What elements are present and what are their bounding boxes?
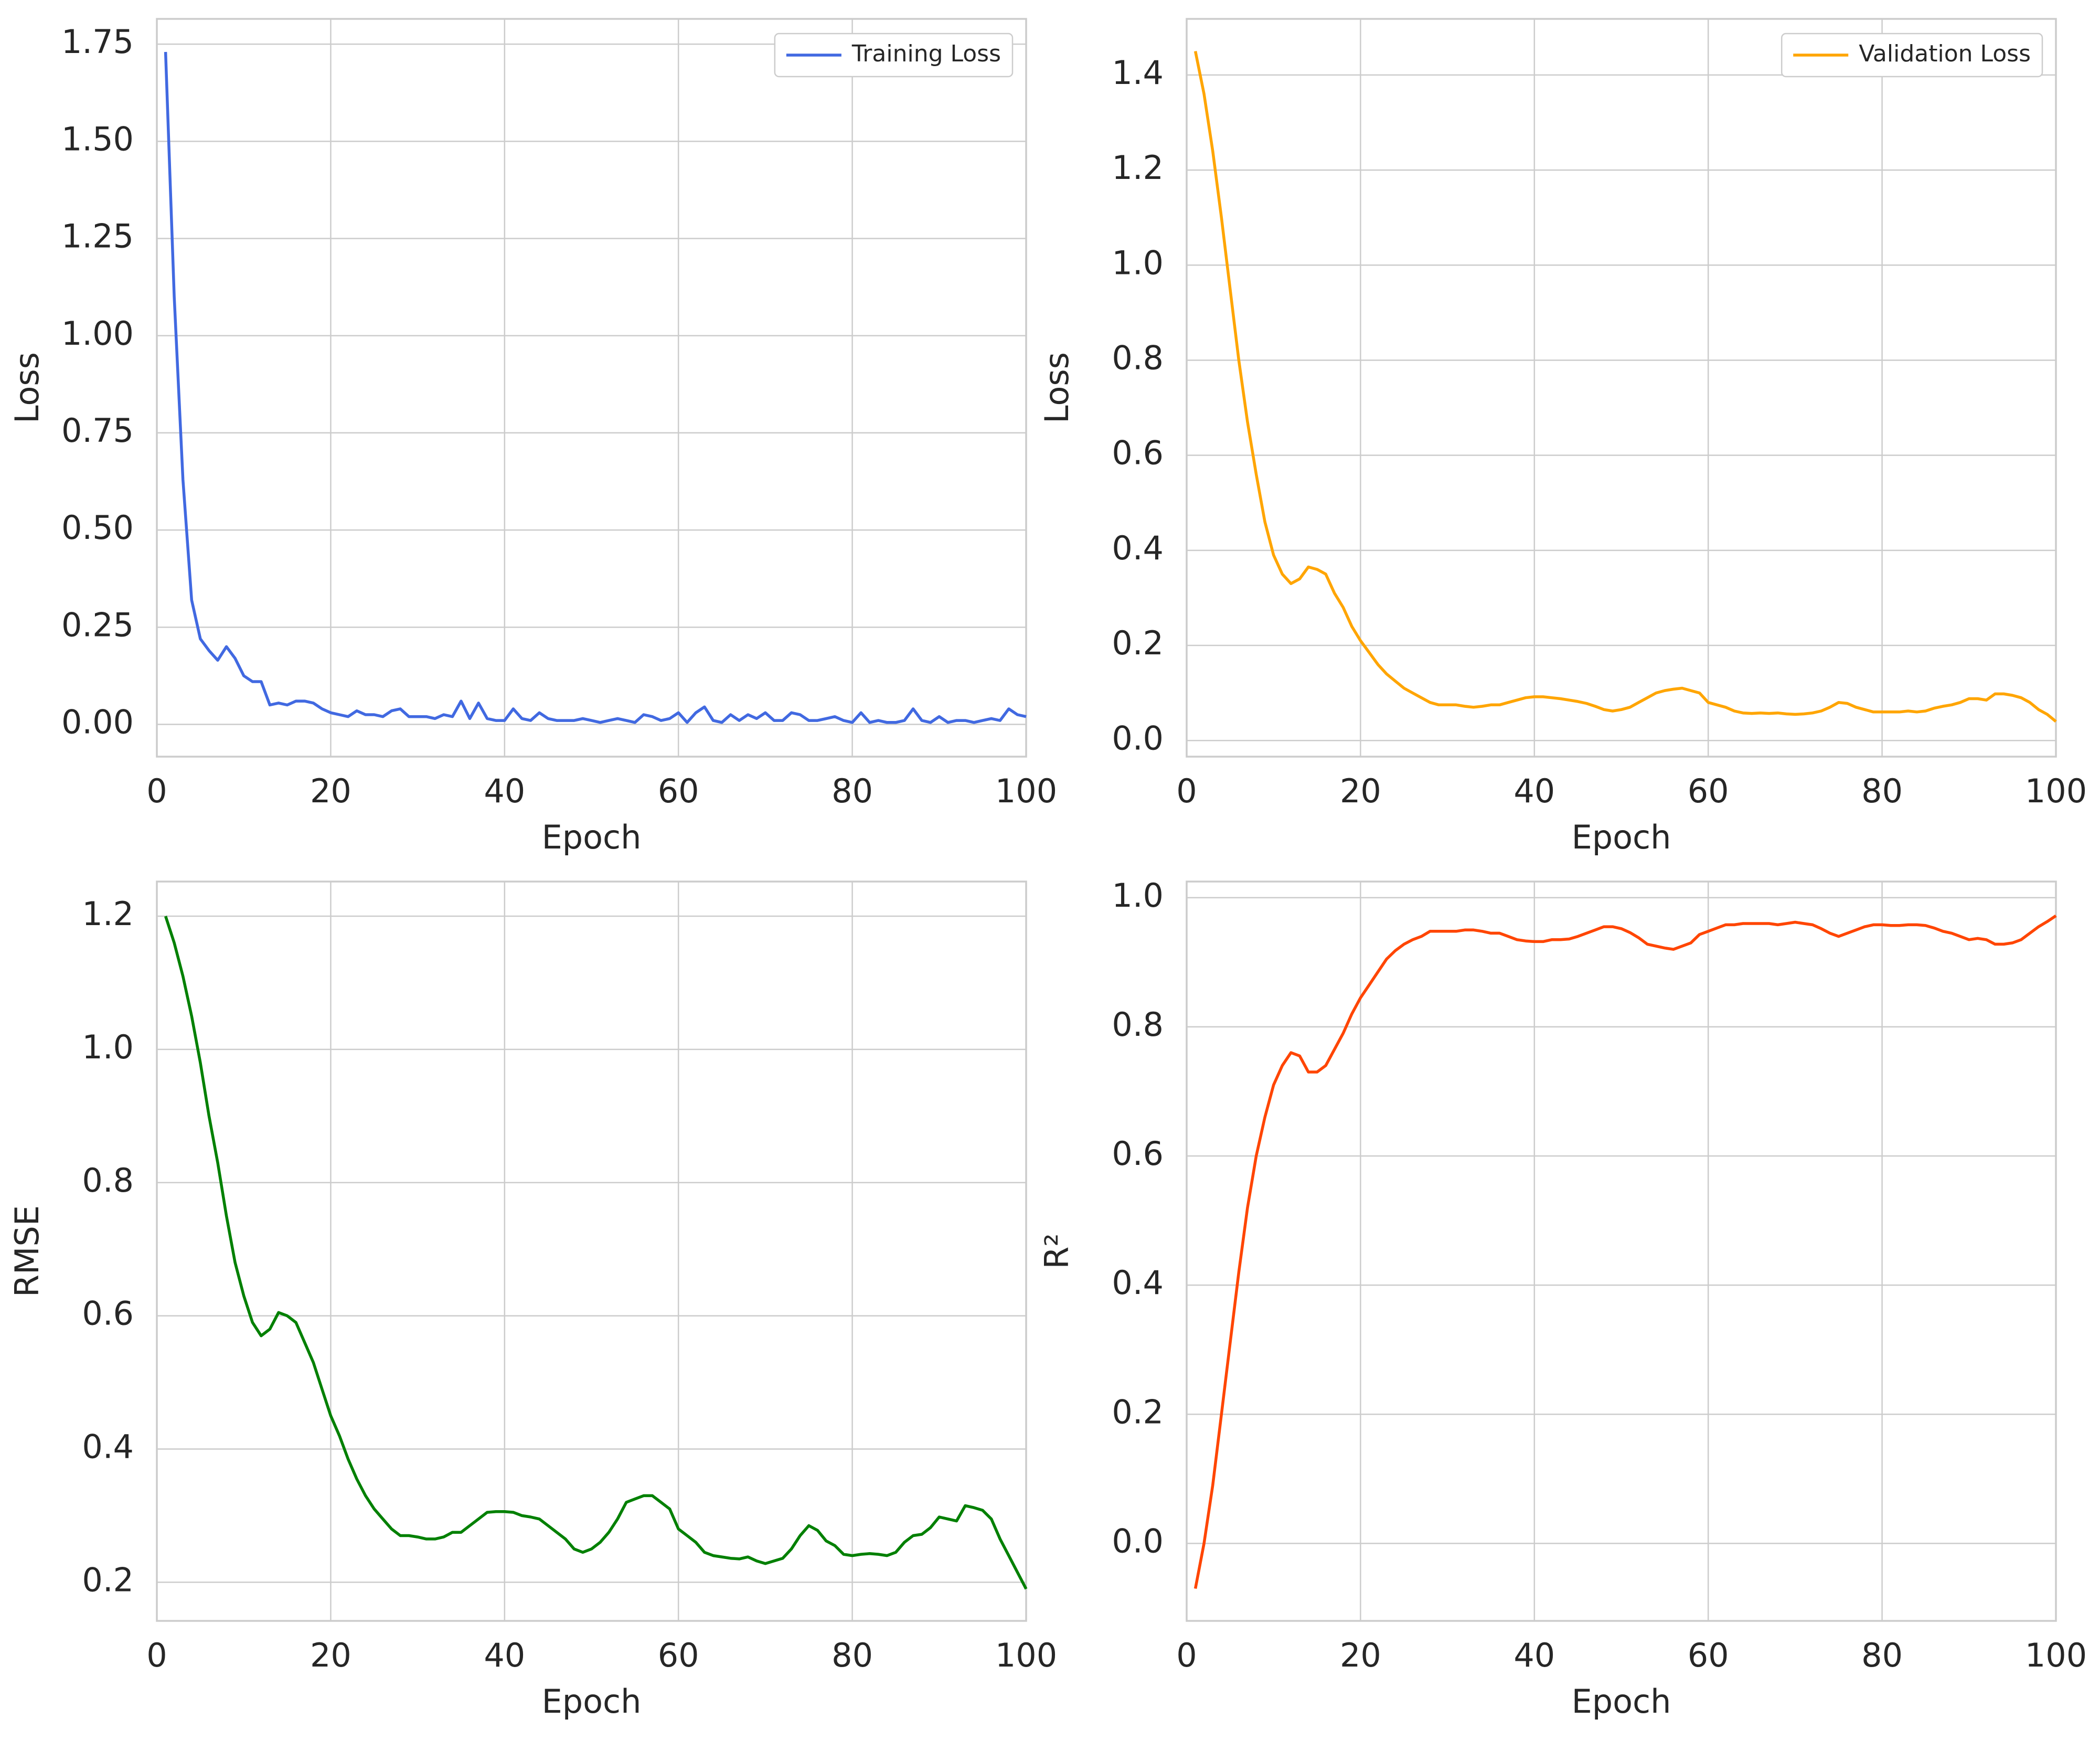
y-axis-label: RMSE xyxy=(8,1205,46,1297)
legend: Validation Loss xyxy=(1781,33,2043,78)
y-tick-label: 0.8 xyxy=(1112,1005,1164,1044)
x-tick-label: 60 xyxy=(1688,1636,1729,1674)
panel: 0 20 40 60 80 100 0.0 0.2 0.4 0.6 0.8 1.0 Epoch R² xyxy=(1038,876,2087,1721)
y-tick-label: 0.00 xyxy=(61,703,134,741)
legend-box xyxy=(1781,33,2043,78)
x-tick-label: 100 xyxy=(2025,772,2087,810)
y-tick-label: 0.6 xyxy=(1112,434,1164,472)
axes-frame xyxy=(156,18,1027,758)
y-tick-label: 0.2 xyxy=(82,1561,134,1599)
y-tick-label: 1.0 xyxy=(1112,243,1164,282)
x-tick-label: 40 xyxy=(1513,772,1555,810)
x-tick-label: 80 xyxy=(1861,772,1903,810)
x-tick-label: 40 xyxy=(484,772,525,810)
y-tick-label: 1.2 xyxy=(1112,148,1164,187)
x-tick-label: 20 xyxy=(310,1636,351,1674)
y-tick-label: 0.50 xyxy=(61,508,134,547)
x-tick-label: 80 xyxy=(1861,1636,1903,1674)
y-tick-label: 0.6 xyxy=(82,1295,134,1333)
x-axis-label: Epoch xyxy=(542,1682,642,1721)
y-tick-label: 0.4 xyxy=(1112,1264,1164,1302)
x-tick-label: 60 xyxy=(1688,772,1729,810)
x-tick-label: 80 xyxy=(832,1636,873,1674)
legend-label: Validation Loss xyxy=(1859,40,2031,67)
x-tick-label: 80 xyxy=(832,772,873,810)
x-tick-label: 20 xyxy=(1340,772,1381,810)
x-axis-label: Epoch xyxy=(1572,818,1671,856)
legend-label: Training Loss xyxy=(851,40,1001,67)
y-tick-label: 1.0 xyxy=(1112,876,1164,915)
y-tick-label: 0.4 xyxy=(1112,529,1164,567)
x-tick-label: 40 xyxy=(1513,1636,1555,1674)
y-axis-label: R² xyxy=(1038,1234,1076,1269)
axes-frame xyxy=(156,880,1027,1622)
x-tick-label: 0 xyxy=(146,1636,167,1674)
y-tick-label: 0.2 xyxy=(1112,624,1164,662)
x-tick-label: 20 xyxy=(310,772,351,810)
y-axis-label: Loss xyxy=(8,352,46,423)
legend: Training Loss xyxy=(774,33,1014,78)
x-tick-label: 60 xyxy=(658,772,699,810)
x-axis-label: Epoch xyxy=(1572,1682,1671,1721)
x-tick-label: 100 xyxy=(995,1636,1057,1674)
y-tick-label: 1.0 xyxy=(82,1028,134,1066)
y-tick-label: 0.4 xyxy=(82,1428,134,1466)
x-tick-label: 0 xyxy=(1176,772,1197,810)
data-line xyxy=(164,916,1028,1590)
axes-frame xyxy=(1186,18,2057,758)
y-tick-label: 0.2 xyxy=(1112,1393,1164,1431)
y-tick-label: 1.25 xyxy=(61,217,134,256)
x-tick-label: 100 xyxy=(2025,1636,2087,1674)
y-tick-label: 0.75 xyxy=(61,411,134,450)
axes-frame xyxy=(1186,880,2057,1622)
y-tick-label: 0.8 xyxy=(1112,339,1164,377)
y-tick-label: 1.75 xyxy=(61,23,134,61)
y-tick-label: 1.50 xyxy=(61,120,134,158)
x-axis-label: Epoch xyxy=(542,818,642,856)
y-tick-label: 0.0 xyxy=(1112,1522,1164,1560)
y-tick-label: 0.25 xyxy=(61,606,134,644)
x-tick-label: 100 xyxy=(995,772,1057,810)
legend-box xyxy=(774,33,1014,78)
y-tick-label: 0.0 xyxy=(1112,719,1164,757)
y-axis-label: Loss xyxy=(1038,352,1076,423)
x-tick-label: 0 xyxy=(146,772,167,810)
data-line xyxy=(1193,914,2057,1589)
x-tick-label: 0 xyxy=(1176,1636,1197,1674)
data-line xyxy=(1193,51,2057,723)
y-tick-label: 1.4 xyxy=(1112,54,1164,92)
panel: 0 20 40 60 80 100 0.0 0.2 0.4 0.6 0.8 1.0 1.2 1.4 Epoc… xyxy=(1038,18,2087,856)
data-line xyxy=(164,51,1027,724)
x-tick-label: 40 xyxy=(484,1636,525,1674)
y-tick-label: 1.00 xyxy=(61,314,134,353)
x-tick-label: 20 xyxy=(1340,1636,1381,1674)
panel: 0 20 40 60 80 100 0.2 0.4 0.6 0.8 1.0 1.2 Epoch RMSE xyxy=(8,880,1057,1721)
panel: 0 20 40 60 80 100 0.00 0.25 0.50 0.75 1.00 1.25 1.50… xyxy=(8,18,1057,856)
y-tick-label: 0.6 xyxy=(1112,1134,1164,1173)
x-tick-label: 60 xyxy=(658,1636,699,1674)
y-tick-label: 0.8 xyxy=(82,1161,134,1200)
y-tick-label: 1.2 xyxy=(82,895,134,933)
